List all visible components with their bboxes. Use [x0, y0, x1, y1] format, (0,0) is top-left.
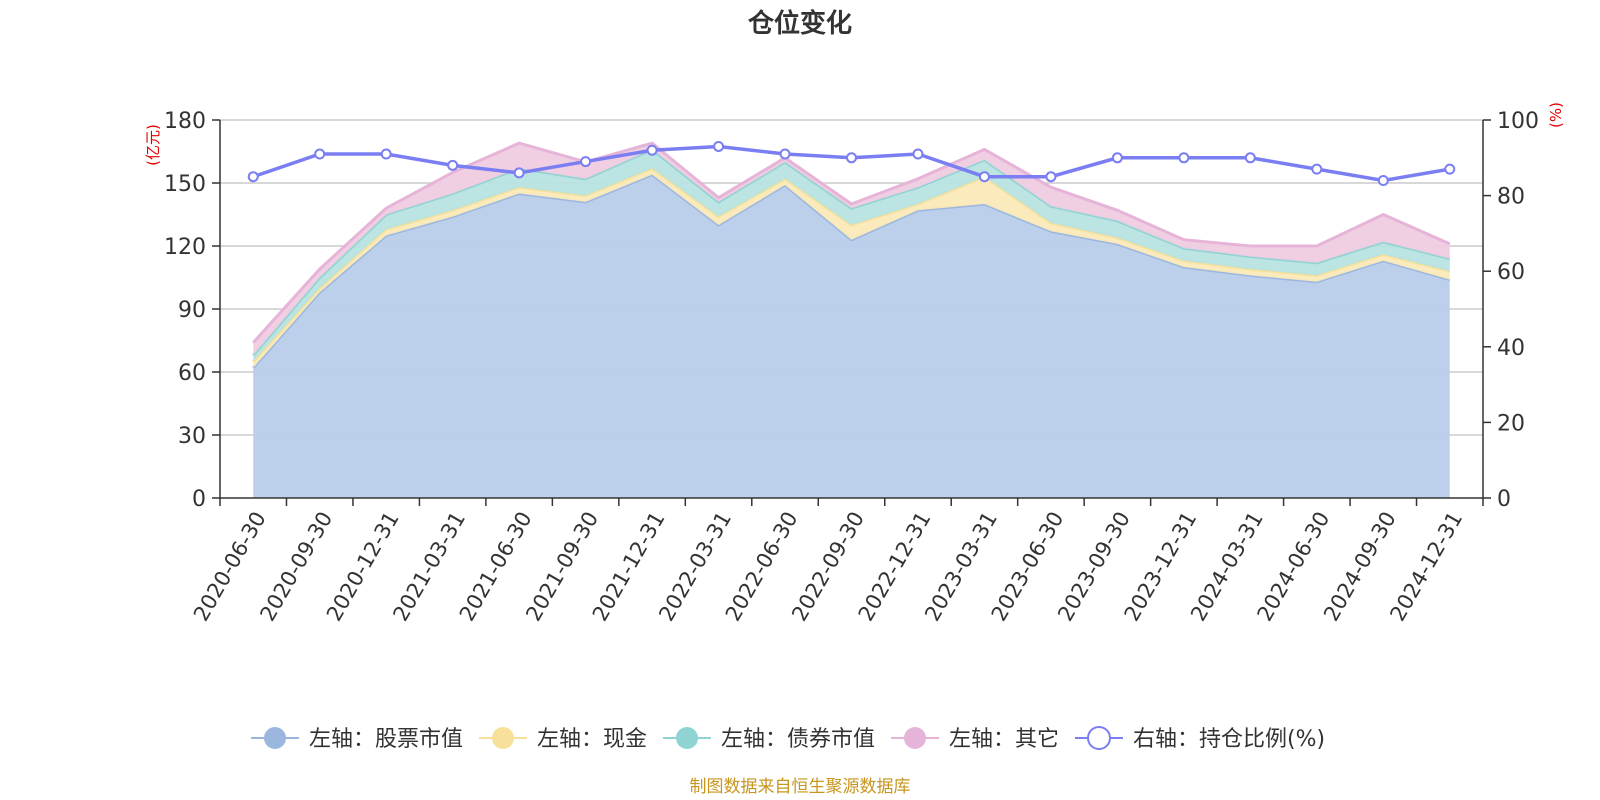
- holding-ratio-point: [1444, 163, 1456, 175]
- legend-label: 左轴：债券市值: [721, 727, 875, 752]
- holding-ratio-point: [779, 148, 791, 160]
- holding-ratio-point: [1045, 171, 1057, 183]
- holding-ratio-point: [1178, 152, 1190, 164]
- holding-ratio-point: [912, 148, 924, 160]
- legend-item-2: 左轴：现金: [479, 727, 647, 752]
- legend: 左轴：股票市值 左轴：现金 左轴：债券市值 左轴：其它 右轴：持仓比例(%): [251, 726, 1325, 752]
- legend-item-3: 左轴：债券市值: [663, 727, 875, 752]
- legend-item-1: 左轴：股票市值: [251, 727, 463, 752]
- holding-ratio-point: [380, 148, 392, 160]
- left-axis-unit: (亿元): [144, 124, 162, 166]
- legend-label: 左轴：现金: [537, 727, 647, 752]
- legend-item-4: 左轴：其它: [891, 727, 1059, 752]
- left-tick-label: 150: [164, 172, 206, 197]
- holding-ratio-point: [513, 167, 525, 179]
- area-series: [252, 141, 1451, 498]
- legend-marker: [1087, 726, 1111, 750]
- holding-ratio-point: [1111, 152, 1123, 164]
- holding-ratio-point: [314, 148, 326, 160]
- holding-ratio-point: [247, 171, 259, 183]
- legend-label: 左轴：其它: [949, 727, 1059, 752]
- holding-ratio-point: [713, 140, 725, 152]
- holding-ratio-line: [252, 144, 1451, 183]
- legend-marker: [492, 727, 514, 749]
- holding-ratio-point: [1311, 163, 1323, 175]
- x-tick-label: 2024-12-31: [1385, 508, 1467, 626]
- area-layer-3: [253, 149, 1450, 362]
- left-tick-label: 0: [192, 487, 206, 512]
- right-tick-label: 60: [1497, 260, 1525, 285]
- right-tick-label: 100: [1497, 109, 1539, 134]
- area-layer-4: [253, 143, 1450, 356]
- area-layer-2: [253, 168, 1450, 368]
- holding-ratio-point: [1244, 152, 1256, 164]
- legend-marker: [264, 727, 286, 749]
- holding-ratio-point: [1377, 174, 1389, 186]
- left-tick-label: 180: [164, 109, 206, 134]
- legend-label: 右轴：持仓比例(%): [1133, 727, 1325, 752]
- chart-title: 仓位变化: [747, 8, 852, 39]
- legend-marker: [676, 727, 698, 749]
- right-tick-label: 40: [1497, 336, 1525, 361]
- holding-ratio-point: [646, 144, 658, 156]
- area-edge-4: [252, 141, 1451, 344]
- source-note: 制图数据来自恒生聚源数据库: [690, 777, 911, 797]
- line-series: [247, 140, 1456, 186]
- right-axis-unit: (%): [1547, 102, 1565, 128]
- legend-marker: [904, 727, 926, 749]
- left-tick-label: 120: [164, 235, 206, 260]
- right-tick-label: 20: [1497, 411, 1525, 436]
- holding-ratio-point: [846, 152, 857, 164]
- left-tick-label: 90: [178, 298, 206, 323]
- holding-ratio-point: [447, 159, 459, 171]
- legend-item-5: 右轴：持仓比例(%): [1075, 726, 1325, 752]
- holding-ratio-point: [978, 171, 990, 183]
- right-tick-label: 80: [1497, 185, 1525, 210]
- holding-ratio-point: [580, 156, 592, 168]
- left-tick-label: 30: [178, 424, 206, 449]
- left-tick-label: 60: [178, 361, 206, 386]
- legend-label: 左轴：股票市值: [309, 727, 463, 752]
- right-tick-label: 0: [1497, 487, 1511, 512]
